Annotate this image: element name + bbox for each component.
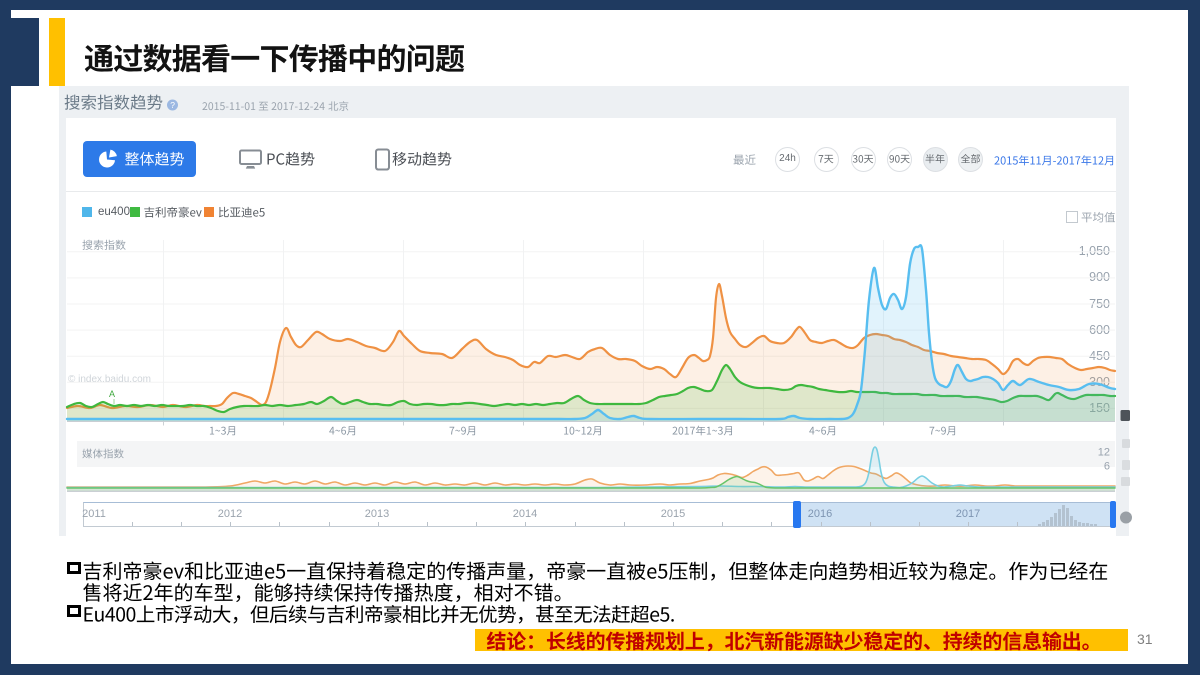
svg-text:?: ? [170, 100, 175, 110]
svg-text:© index.baidu.com: © index.baidu.com [68, 374, 151, 385]
svg-text:A: A [109, 389, 115, 399]
svg-text:6: 6 [1104, 461, 1110, 473]
svg-text:12: 12 [1098, 447, 1110, 459]
